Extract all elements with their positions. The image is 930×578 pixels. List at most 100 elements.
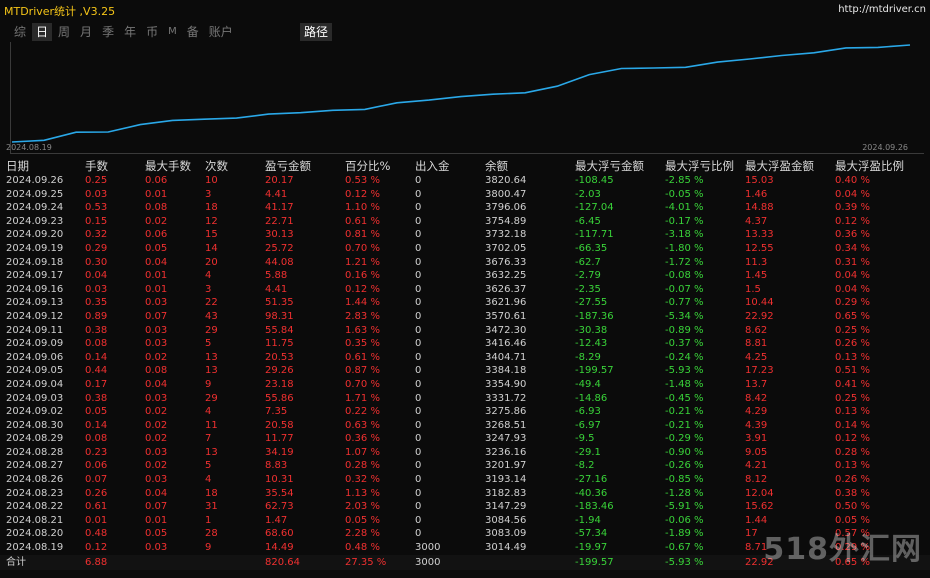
- site-url-link[interactable]: http://mtdriver.cn: [838, 4, 926, 15]
- table-cell: 43: [205, 310, 218, 322]
- table-row: 2024.08.28 0.23 0.03 13 34.19 1.07 % 0 3236.16 -…: [0, 446, 930, 460]
- table-cell: -2.35: [575, 283, 601, 295]
- table-cell: 3570.61: [485, 310, 527, 322]
- table-cell: 0.87 %: [345, 365, 380, 377]
- table-cell: 0.22 %: [345, 406, 380, 418]
- table-cell: 12.04: [745, 487, 774, 499]
- table-cell: 4.37: [745, 215, 768, 227]
- table-cell: 0.41 %: [835, 378, 870, 390]
- table-cell: 22.92: [745, 310, 774, 322]
- tab-5[interactable]: 年: [124, 25, 137, 39]
- table-cell: 0.04: [145, 487, 168, 499]
- table-cell: 0: [415, 229, 422, 241]
- table-cell: -0.85 %: [665, 474, 704, 486]
- table-cell: 0.02: [145, 215, 168, 227]
- table-cell: -183.46: [575, 501, 614, 513]
- table-cell: 20.58: [265, 419, 294, 431]
- table-cell: 0.04: [145, 378, 168, 390]
- table-cell: 0.70 %: [345, 242, 380, 254]
- tab-8[interactable]: 备: [186, 25, 199, 39]
- watermark-logo: 518外汇网: [763, 532, 922, 567]
- table-cell: 28: [205, 528, 218, 540]
- table-row: 2024.09.12 0.89 0.07 43 98.31 2.83 % 0 3570.61 -…: [0, 310, 930, 324]
- table-cell: 0.06: [85, 460, 108, 472]
- table-cell: -0.37 %: [665, 338, 704, 350]
- table-cell: 0.03: [145, 474, 168, 486]
- table-cell: 1: [205, 514, 212, 526]
- table-cell: -30.38: [575, 324, 608, 336]
- table-cell: 0.03: [145, 297, 168, 309]
- table-cell: 0: [415, 324, 422, 336]
- table-cell: 0.57 %: [835, 528, 870, 540]
- tab-4[interactable]: 季: [102, 25, 115, 39]
- table-cell: 0.12: [85, 542, 108, 554]
- table-cell: 0.07: [145, 501, 168, 513]
- tab-9[interactable]: 账户: [208, 25, 233, 39]
- table-cell: 2024.09.23: [6, 215, 64, 227]
- table-cell: 1.44: [745, 514, 768, 526]
- table-cell: 0.02: [145, 406, 168, 418]
- table-cell: 20: [205, 256, 218, 268]
- table-cell: 2024.09.17: [6, 270, 64, 282]
- table-cell: 0.29: [85, 242, 108, 254]
- table-cell: 3236.16: [485, 446, 527, 458]
- table-cell: 0: [415, 351, 422, 363]
- table-cell: 0: [415, 338, 422, 350]
- table-cell: 1.47: [265, 514, 288, 526]
- table-cell: 14.88: [745, 202, 774, 214]
- table-row: 2024.09.06 0.14 0.02 13 20.53 0.61 % 0 3404.71 -…: [0, 351, 930, 365]
- table-cell: 8.83: [265, 460, 288, 472]
- column-header: 最大手数: [145, 159, 191, 173]
- tab-1[interactable]: 日: [32, 23, 53, 41]
- tab-0[interactable]: 综: [14, 25, 27, 39]
- table-cell: 3247.93: [485, 433, 527, 445]
- table-cell: 0.05: [145, 528, 168, 540]
- table-cell: 0.12 %: [835, 215, 870, 227]
- table-cell: -0.45 %: [665, 392, 704, 404]
- table-cell: 5: [205, 460, 212, 472]
- table-cell: 0.02: [145, 460, 168, 472]
- table-row: 2024.09.03 0.38 0.03 29 55.86 1.71 % 0 3331.72 -…: [0, 392, 930, 406]
- table-cell: 0.36 %: [345, 433, 380, 445]
- table-cell: 3404.71: [485, 351, 527, 363]
- table-cell: 3796.06: [485, 202, 527, 214]
- table-cell: 35.54: [265, 487, 294, 499]
- table-cell: 0.14: [85, 419, 108, 431]
- table-cell: 0.05: [85, 406, 108, 418]
- table-cell: 2.03 %: [345, 501, 380, 513]
- table-row: 2024.08.26 0.07 0.03 4 10.31 0.32 % 0 3193.14 -2…: [0, 473, 930, 487]
- table-cell: -117.71: [575, 229, 614, 241]
- table-cell: -1.48 %: [665, 378, 704, 390]
- table-cell: 0.16 %: [345, 270, 380, 282]
- table-cell: 0.01: [85, 514, 108, 526]
- table-cell: 2024.09.03: [6, 392, 64, 404]
- tab-7[interactable]: M: [168, 26, 177, 37]
- table-cell: 2024.08.20: [6, 528, 64, 540]
- table-cell: 15: [205, 229, 218, 241]
- table-cell: 1.21 %: [345, 256, 380, 268]
- table-cell: 0: [415, 202, 422, 214]
- table-cell: 3014.49: [485, 542, 527, 554]
- tab-path[interactable]: 路径: [300, 23, 333, 41]
- table-cell: 0: [415, 283, 422, 295]
- table-cell: 0.25 %: [835, 392, 870, 404]
- table-cell: 0.04 %: [835, 283, 870, 295]
- table-cell: 2024.08.26: [6, 474, 64, 486]
- column-header: 盈亏金额: [265, 159, 311, 173]
- table-cell: 0: [415, 487, 422, 499]
- table-cell: 3275.86: [485, 406, 527, 418]
- table-cell: 4.41: [265, 283, 288, 295]
- table-cell: 1.45: [745, 270, 768, 282]
- tab-3[interactable]: 月: [80, 25, 93, 39]
- table-cell: 0.08: [145, 202, 168, 214]
- table-cell: 0.39 %: [835, 202, 870, 214]
- table-cell: -1.80 %: [665, 242, 704, 254]
- tab-6[interactable]: 币: [146, 25, 159, 39]
- table-cell: 11.77: [265, 433, 294, 445]
- table-cell: 7.35: [265, 406, 288, 418]
- tab-2[interactable]: 周: [58, 25, 71, 39]
- table-cell: 8.62: [745, 324, 768, 336]
- table-cell: 0: [415, 378, 422, 390]
- table-row: 2024.09.04 0.17 0.04 9 23.18 0.70 % 0 3354.90 -4…: [0, 378, 930, 392]
- table-row: 2024.09.26 0.25 0.06 10 20.17 0.53 % 0 3820.64 -…: [0, 174, 930, 188]
